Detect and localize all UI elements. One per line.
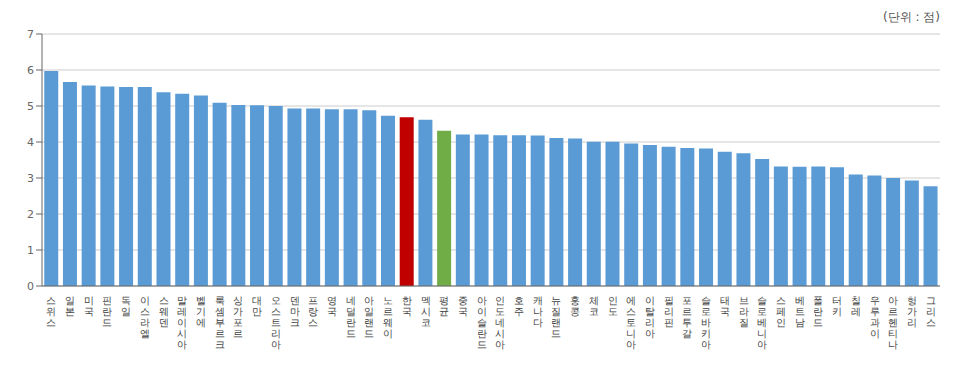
svg-text:아이슬란드: 아이슬란드	[477, 295, 487, 350]
svg-text:태국: 태국	[720, 295, 730, 317]
svg-text:6: 6	[27, 64, 34, 77]
svg-text:터키: 터키	[832, 295, 842, 317]
svg-text:체코: 체코	[589, 295, 599, 317]
svg-text:이스라엘: 이스라엘	[140, 295, 150, 339]
svg-text:2: 2	[27, 208, 34, 221]
svg-text:말레이시아: 말레이시아	[177, 295, 187, 350]
svg-text:노르웨이: 노르웨이	[383, 295, 393, 339]
svg-text:3: 3	[27, 172, 34, 185]
svg-text:칠레: 칠레	[851, 295, 861, 317]
svg-text:독일: 독일	[121, 295, 131, 317]
svg-text:홍콩: 홍콩	[570, 295, 580, 317]
svg-text:포르투갈: 포르투갈	[682, 295, 692, 339]
svg-text:스페인: 스페인	[776, 295, 786, 328]
svg-text:평균: 평균	[439, 295, 449, 317]
svg-text:영국: 영국	[327, 295, 337, 317]
svg-text:룩셈부르크: 룩셈부르크	[215, 295, 225, 350]
svg-text:아르헨티나: 아르헨티나	[888, 295, 898, 350]
svg-text:캐나다: 캐나다	[533, 295, 543, 328]
html-text:(단위 : 점): (단위 : 점)	[883, 10, 940, 24]
svg-text:멕시코: 멕시코	[421, 295, 431, 328]
svg-text:일본: 일본	[65, 295, 75, 317]
svg-text:1: 1	[27, 244, 34, 257]
svg-text:덴마크: 덴마크	[290, 295, 300, 328]
svg-text:슬로베니아: 슬로베니아	[757, 295, 767, 350]
svg-text:오스트리아: 오스트리아	[271, 295, 281, 350]
svg-text:네덜란드: 네덜란드	[346, 295, 356, 339]
svg-text:헝가리: 헝가리	[907, 295, 917, 328]
svg-text:인도: 인도	[608, 295, 618, 317]
svg-text:5: 5	[27, 100, 34, 113]
svg-text:에스토니아: 에스토니아	[626, 295, 636, 350]
svg-text:한국: 한국	[402, 295, 412, 317]
svg-text:핀란드: 핀란드	[102, 295, 112, 328]
svg-text:4: 4	[27, 136, 34, 149]
svg-text:싱가포르: 싱가포르	[233, 295, 243, 339]
svg-text:그리스: 그리스	[926, 295, 936, 328]
svg-text:중국: 중국	[458, 295, 468, 317]
svg-text:호주: 호주	[514, 295, 524, 317]
svg-text:뉴질랜드: 뉴질랜드	[551, 295, 561, 339]
svg-text:스웨덴: 스웨덴	[159, 295, 169, 328]
svg-text:프랑스: 프랑스	[308, 295, 318, 328]
svg-text:필리핀: 필리핀	[664, 295, 674, 328]
svg-text:인도네시아: 인도네시아	[495, 295, 505, 350]
svg-text:폴란드: 폴란드	[813, 295, 823, 328]
svg-text:0: 0	[27, 280, 34, 293]
svg-text:베트남: 베트남	[795, 295, 805, 328]
svg-text:미국: 미국	[84, 295, 94, 317]
svg-text:우루과이: 우루과이	[870, 295, 880, 339]
svg-text:벨기에: 벨기에	[196, 295, 206, 328]
svg-text:스위스: 스위스	[46, 295, 56, 328]
svg-text:이탈리아: 이탈리아	[645, 295, 655, 339]
svg-text:7: 7	[27, 28, 34, 41]
svg-text:슬로바키아: 슬로바키아	[701, 295, 711, 350]
svg-text:브라질: 브라질	[739, 295, 749, 328]
svg-text:아일랜드: 아일랜드	[364, 295, 374, 339]
svg-text:대만: 대만	[252, 295, 262, 317]
